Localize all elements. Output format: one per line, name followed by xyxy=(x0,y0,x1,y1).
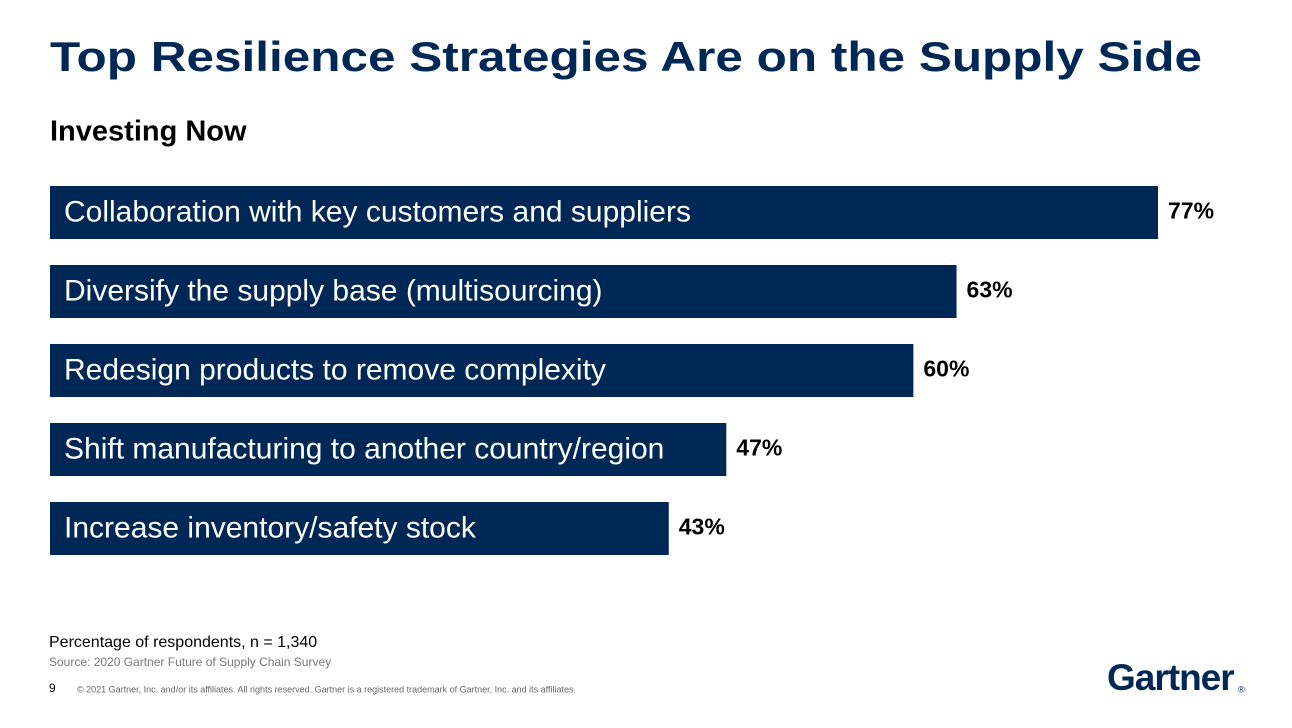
bar xyxy=(50,423,727,476)
bar xyxy=(50,344,914,397)
source: Source: 2020 Gartner Future of Supply Ch… xyxy=(49,655,331,669)
logo: Gartner xyxy=(1107,657,1234,698)
category-label: Collaboration with key customers and sup… xyxy=(64,195,691,228)
bar xyxy=(50,502,669,555)
category-label: Increase inventory/safety stock xyxy=(64,511,477,544)
logo-mark: ® xyxy=(1238,684,1245,694)
value-label: 43% xyxy=(679,514,725,540)
chart-title: Top Resilience Strategies Are on the Sup… xyxy=(50,33,1202,80)
value-label: 63% xyxy=(967,277,1013,303)
value-label: 60% xyxy=(923,356,969,382)
bar xyxy=(50,186,1158,239)
category-label: Shift manufacturing to another country/r… xyxy=(64,432,664,465)
chart-subtitle: Investing Now xyxy=(50,116,247,148)
copyright: © 2021 Gartner, Inc. and/or its affiliat… xyxy=(77,684,576,694)
value-label: 47% xyxy=(736,435,782,461)
note: Percentage of respondents, n = 1,340 xyxy=(49,634,317,651)
page-number: 9 xyxy=(49,681,56,695)
value-label: 77% xyxy=(1168,198,1214,224)
bar xyxy=(50,265,957,318)
category-label: Diversify the supply base (multisourcing… xyxy=(64,274,603,307)
category-label: Redesign products to remove complexity xyxy=(64,353,606,386)
